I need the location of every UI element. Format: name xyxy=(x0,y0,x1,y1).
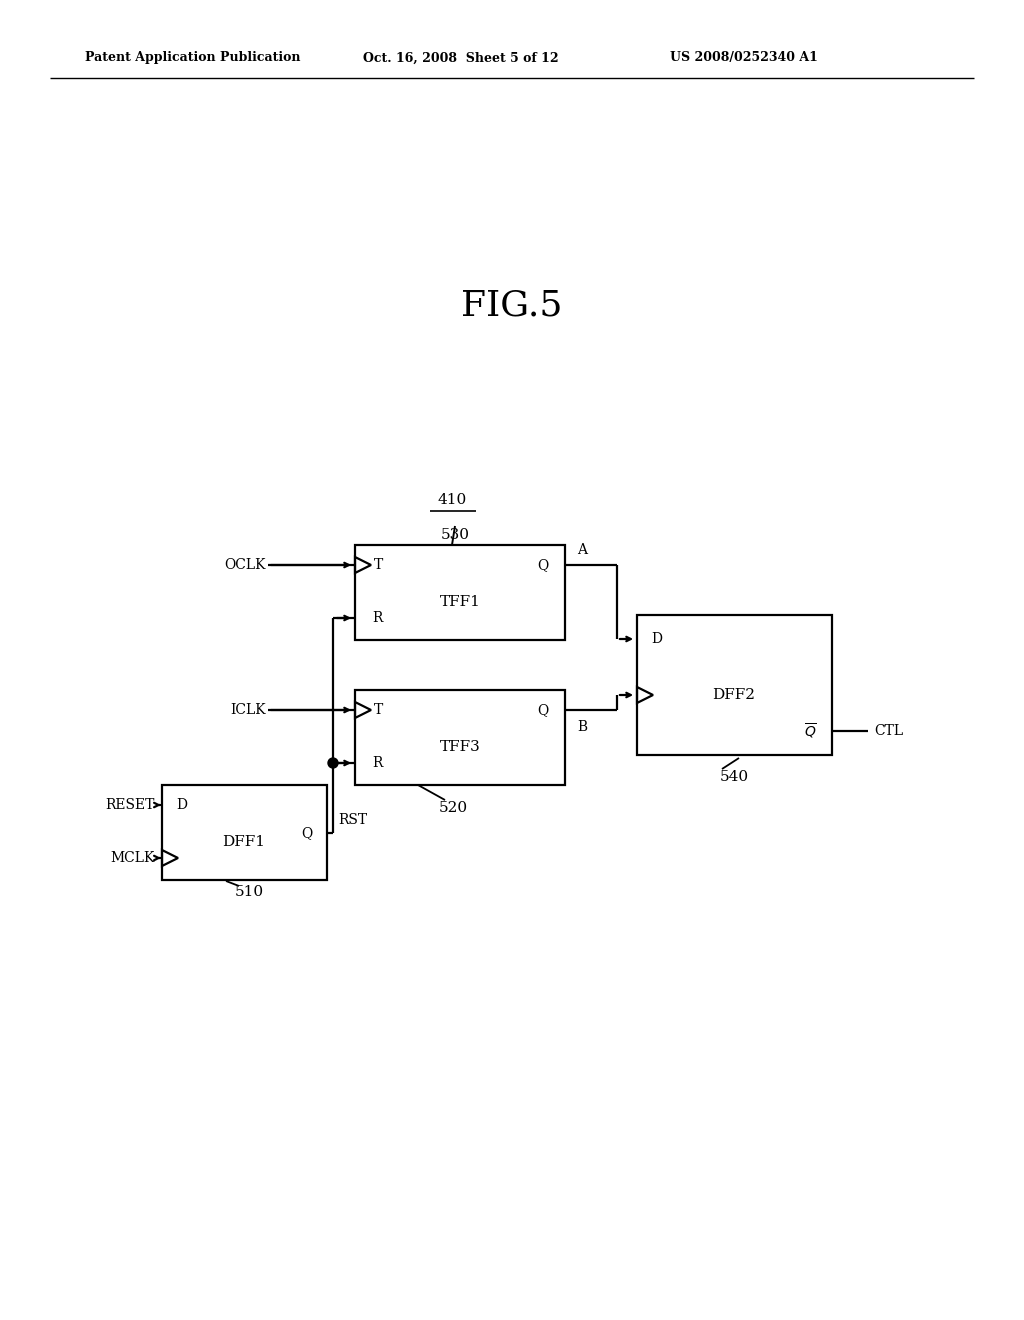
Text: RESET: RESET xyxy=(105,799,155,812)
Text: RST: RST xyxy=(338,813,368,828)
Text: Q: Q xyxy=(301,826,312,840)
Text: Oct. 16, 2008  Sheet 5 of 12: Oct. 16, 2008 Sheet 5 of 12 xyxy=(362,51,559,65)
Text: Patent Application Publication: Patent Application Publication xyxy=(85,51,300,65)
Text: DFF2: DFF2 xyxy=(713,688,756,702)
Text: CTL: CTL xyxy=(874,723,903,738)
Text: OCLK: OCLK xyxy=(224,558,266,572)
Text: FIG.5: FIG.5 xyxy=(461,288,563,322)
Text: $\overline{Q}$: $\overline{Q}$ xyxy=(804,721,816,741)
Text: D: D xyxy=(176,799,187,812)
Text: US 2008/0252340 A1: US 2008/0252340 A1 xyxy=(670,51,818,65)
Text: T: T xyxy=(375,558,384,572)
Text: Q: Q xyxy=(538,704,549,717)
Bar xyxy=(162,785,327,880)
Bar xyxy=(637,615,831,755)
Text: T: T xyxy=(375,704,384,717)
Text: R: R xyxy=(372,611,382,624)
Bar xyxy=(355,690,565,785)
Circle shape xyxy=(328,758,338,768)
Text: TFF1: TFF1 xyxy=(439,595,480,609)
Text: D: D xyxy=(651,632,663,645)
Text: 530: 530 xyxy=(440,528,469,543)
Text: 510: 510 xyxy=(234,884,263,899)
Text: MCLK: MCLK xyxy=(111,851,155,865)
Text: 540: 540 xyxy=(720,770,749,784)
Text: A: A xyxy=(577,543,587,557)
Text: TFF3: TFF3 xyxy=(439,741,480,754)
Text: R: R xyxy=(372,756,382,770)
Text: ICLK: ICLK xyxy=(230,704,266,717)
Bar xyxy=(355,545,565,640)
Text: 410: 410 xyxy=(437,492,467,507)
Text: Q: Q xyxy=(538,558,549,572)
Text: 520: 520 xyxy=(438,801,468,814)
Text: DFF1: DFF1 xyxy=(222,836,265,849)
Text: B: B xyxy=(577,719,587,734)
